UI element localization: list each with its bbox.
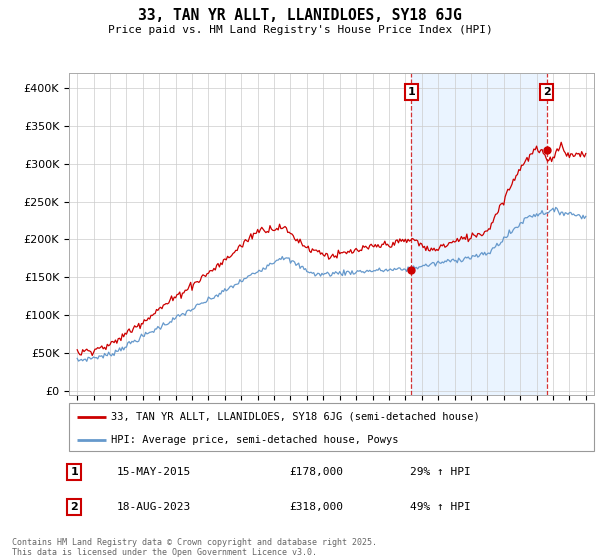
- Bar: [412, 73, 547, 395]
- Text: £318,000: £318,000: [290, 502, 343, 512]
- Text: HPI: Average price, semi-detached house, Powys: HPI: Average price, semi-detached house,…: [111, 435, 398, 445]
- Text: 33, TAN YR ALLT, LLANIDLOES, SY18 6JG (semi-detached house): 33, TAN YR ALLT, LLANIDLOES, SY18 6JG (s…: [111, 412, 480, 422]
- Text: 18-AUG-2023: 18-AUG-2023: [116, 502, 191, 512]
- Text: Contains HM Land Registry data © Crown copyright and database right 2025.
This d: Contains HM Land Registry data © Crown c…: [12, 538, 377, 557]
- Text: 1: 1: [407, 87, 415, 97]
- Text: 49% ↑ HPI: 49% ↑ HPI: [410, 502, 471, 512]
- Text: 2: 2: [70, 502, 78, 512]
- Text: 1: 1: [70, 467, 78, 477]
- Text: 2: 2: [543, 87, 551, 97]
- Text: Price paid vs. HM Land Registry's House Price Index (HPI): Price paid vs. HM Land Registry's House …: [107, 25, 493, 35]
- Text: £178,000: £178,000: [290, 467, 343, 477]
- Text: 15-MAY-2015: 15-MAY-2015: [116, 467, 191, 477]
- Text: 29% ↑ HPI: 29% ↑ HPI: [410, 467, 471, 477]
- FancyBboxPatch shape: [69, 403, 594, 451]
- Text: 33, TAN YR ALLT, LLANIDLOES, SY18 6JG: 33, TAN YR ALLT, LLANIDLOES, SY18 6JG: [138, 8, 462, 24]
